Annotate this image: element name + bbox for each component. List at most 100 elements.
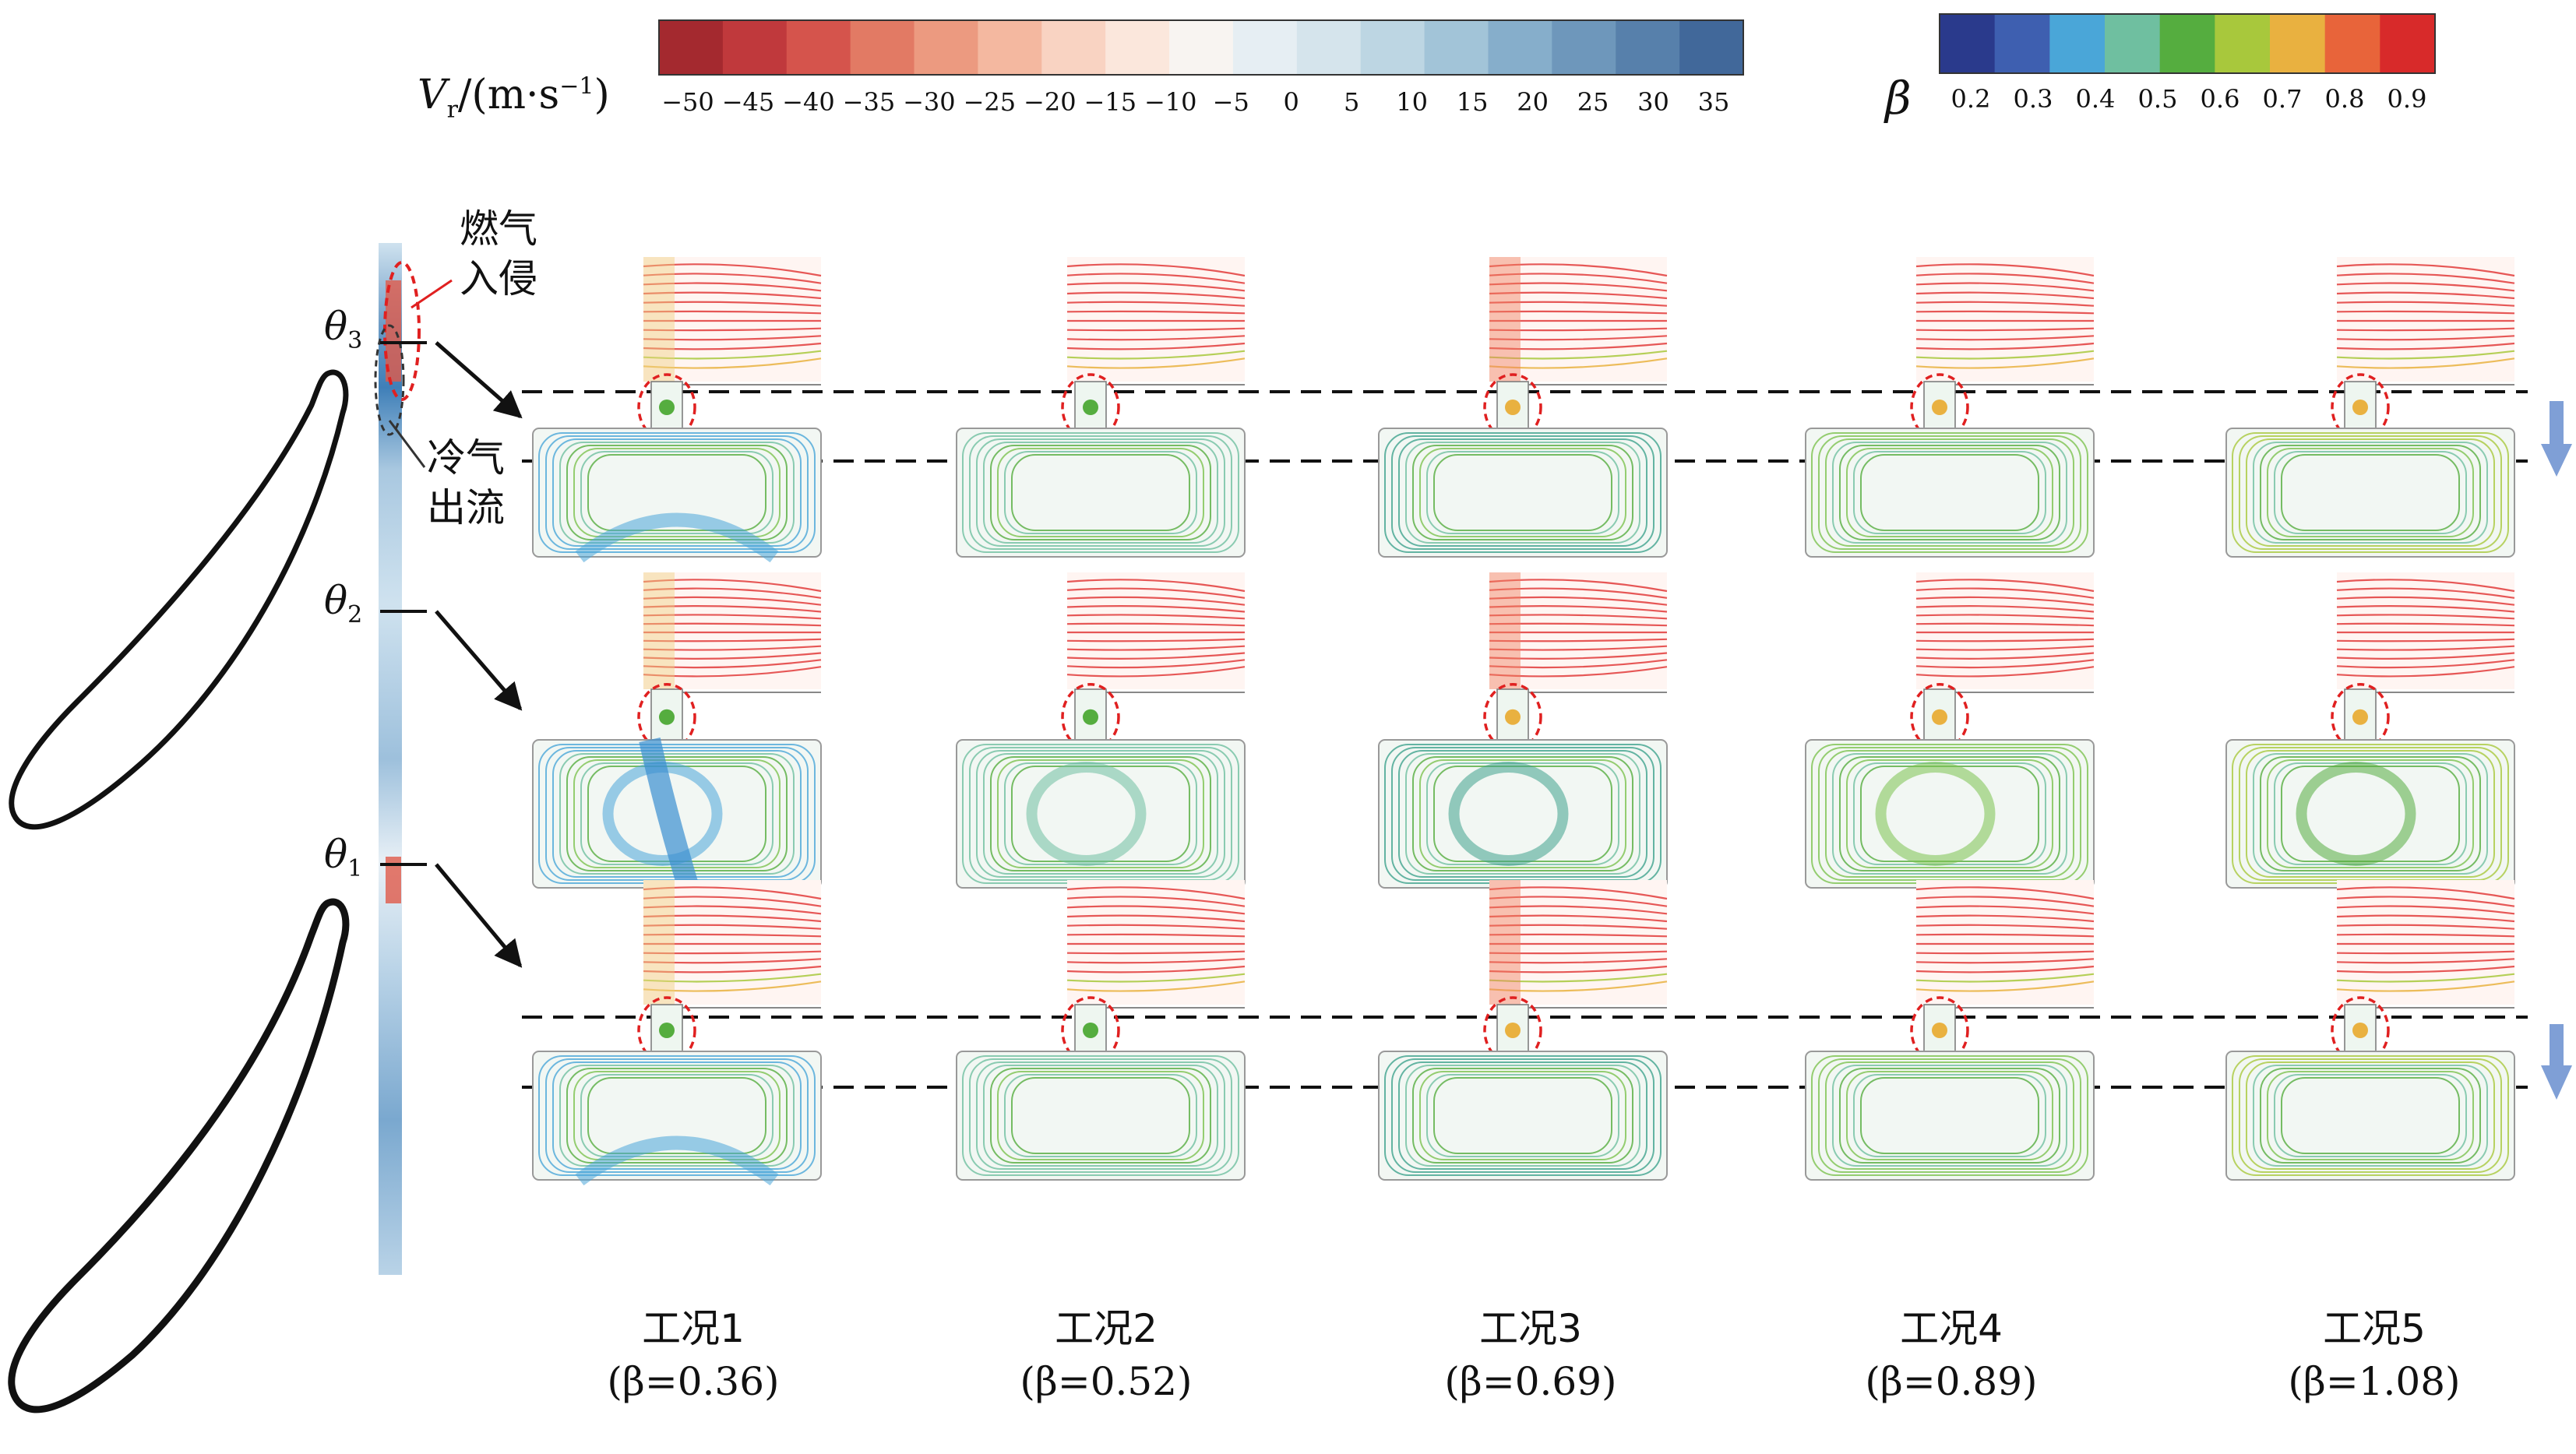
cavity-streamline	[538, 432, 816, 553]
cavity-vortex	[1448, 762, 1569, 866]
rim-vortex	[1083, 400, 1098, 415]
beta-colorbar-frame	[1939, 13, 2436, 74]
beta-axis-label: β	[1885, 72, 1912, 125]
vr-tick-label: 35	[1697, 87, 1730, 117]
mainstream-streamline	[1915, 327, 2095, 332]
mainstream-streamline	[643, 596, 822, 606]
rim-vortex	[1505, 400, 1521, 415]
mainstream-streamline	[2336, 282, 2515, 292]
cavity-vortex	[1026, 762, 1147, 866]
mainstream-streamline	[643, 605, 822, 613]
hot-gas-layer	[643, 880, 675, 1005]
vr-color-swatch	[978, 20, 1042, 75]
mainstream-streamline	[1489, 596, 1668, 606]
mainstream-streamline	[643, 263, 822, 277]
mainstream-streamline	[1489, 958, 1668, 964]
streamline-panel	[1805, 257, 2095, 558]
mainstream-streamline	[643, 579, 822, 593]
mainstream-streamline	[643, 973, 822, 983]
cavity-streamline	[976, 438, 1225, 547]
streamline-panel	[532, 880, 822, 1186]
egress-leader-line	[388, 420, 426, 468]
cavity-streamline	[1839, 1068, 2060, 1164]
mainstream-streamline	[2336, 896, 2515, 907]
vr-tick-label: 20	[1517, 87, 1549, 117]
mainstream-streamline	[643, 614, 822, 620]
vr-color-swatch	[1169, 20, 1234, 75]
cavity-streamline	[1391, 435, 1654, 550]
mainstream-streamline	[1489, 614, 1668, 620]
vr-color-swatch	[850, 20, 915, 75]
cavity-vortex	[1875, 762, 1996, 866]
vr-color-swatch	[914, 20, 978, 75]
cavity-streamline	[587, 1077, 766, 1154]
vr-tick-label: −30	[903, 87, 956, 117]
mainstream-streamline	[2336, 273, 2515, 284]
beta-color-swatch	[2380, 14, 2436, 73]
condition-label-5: 工况5 (β=1.08)	[2288, 1306, 2461, 1404]
mainstream-region	[2337, 880, 2514, 1005]
cavity-vortex	[2296, 762, 2416, 866]
mainstream-streamline	[1489, 342, 1668, 350]
cavity-streamline	[2246, 1061, 2495, 1170]
rim-vortex	[1932, 400, 1947, 415]
streamline-panel	[956, 257, 1246, 558]
ingress-hotspot	[386, 280, 401, 382]
cavity-streamline	[962, 1055, 1239, 1176]
cavity-streamline	[1004, 1074, 1197, 1157]
rim-seal-gap	[1923, 688, 1956, 741]
cavity-streamline	[990, 445, 1211, 540]
mainstream-streamline	[1489, 282, 1668, 292]
cavity-streamline	[1839, 445, 2060, 540]
mainstream-streamline	[1066, 605, 1246, 613]
cavity-streamline	[1004, 451, 1197, 534]
cavity-streamline	[1839, 756, 2060, 871]
mainstream-region	[2337, 257, 2514, 382]
beta-color-swatch	[1994, 14, 2050, 73]
mainstream-streamline	[1915, 973, 2095, 983]
mainstream-streamline	[1489, 327, 1668, 332]
mainstream-streamline	[1066, 335, 1246, 341]
mainstream-streamline	[2336, 327, 2515, 332]
cavity-streamline	[990, 756, 1211, 871]
vr-color-swatch	[1105, 20, 1170, 75]
cavity-streamline	[1832, 442, 2067, 544]
cavity-streamline	[962, 432, 1239, 553]
mainstream-streamline	[1489, 666, 1668, 678]
mainstream-streamline	[2336, 924, 2515, 930]
mainstream-streamline	[1915, 638, 2095, 643]
rim-contour-strip	[379, 243, 402, 1275]
vr-tick-label: −40	[782, 87, 835, 117]
cavity-streamline	[983, 442, 1218, 544]
mainstream-streamline	[643, 327, 822, 332]
beta-color-swatch	[2159, 14, 2215, 73]
mainstream-streamline	[1489, 579, 1668, 593]
rim-cavity	[1378, 428, 1668, 558]
cavity-streamline	[587, 454, 766, 531]
mainstream-streamline	[2336, 587, 2515, 599]
cavity-streamline	[1846, 448, 2053, 537]
mainstream-streamline	[1915, 273, 2095, 284]
mainstream-streamline	[1066, 587, 1246, 599]
gas-ingestion-ellipse	[383, 261, 421, 401]
mainstream-streamline	[1066, 973, 1246, 983]
condition-label-2: 工况2 (β=0.52)	[1020, 1306, 1193, 1404]
mainstream-streamline	[643, 980, 822, 992]
cavity-streamline	[2253, 1065, 2488, 1167]
vr-color-swatch	[1552, 20, 1616, 75]
mainstream-streamline	[643, 301, 822, 307]
mainstream-streamline	[2336, 980, 2515, 992]
cavity-streamline	[2267, 1071, 2474, 1160]
rim-vortex	[2352, 709, 2368, 725]
mainstream-streamline	[1915, 357, 2095, 369]
rim-cavity	[1805, 1051, 2095, 1181]
mainstream-streamline	[1915, 342, 2095, 350]
vr-tick-label: 10	[1396, 87, 1428, 117]
mainstream-streamline	[1489, 950, 1668, 955]
mainstream-streamline	[1066, 282, 1246, 292]
rim-seal-gap	[1923, 1004, 1956, 1052]
rim-vortex	[1932, 709, 1947, 725]
mainstream-streamline	[1915, 886, 2095, 900]
theta3-label: θ3	[324, 304, 363, 354]
mainstream-streamline	[643, 587, 822, 599]
